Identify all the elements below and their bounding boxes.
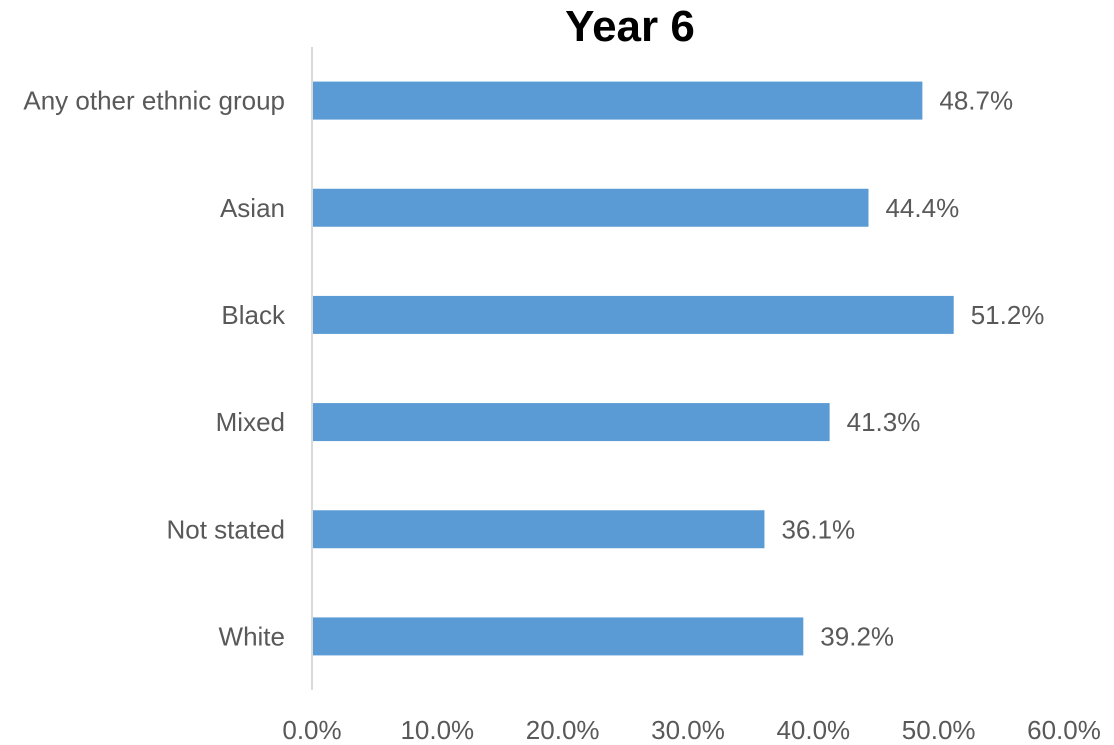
bar <box>313 403 830 442</box>
bar <box>313 295 954 334</box>
category-label: White <box>219 621 285 651</box>
data-label: 36.1% <box>781 514 855 544</box>
x-tick-label: 40.0% <box>776 715 850 745</box>
x-tick-label: 50.0% <box>902 715 976 745</box>
data-label: 39.2% <box>820 621 894 651</box>
bar <box>313 188 869 227</box>
data-label: 41.3% <box>847 407 921 437</box>
x-tick-label: 0.0% <box>282 715 341 745</box>
category-label: Black <box>221 300 286 330</box>
x-tick-label: 20.0% <box>526 715 600 745</box>
x-tick-label: 10.0% <box>400 715 474 745</box>
x-tick-label: 60.0% <box>1027 715 1101 745</box>
data-label: 48.7% <box>939 86 1013 116</box>
category-label: Mixed <box>216 407 285 437</box>
bar <box>313 81 923 120</box>
x-tick-label: 30.0% <box>651 715 725 745</box>
category-label: Any other ethnic group <box>23 86 285 116</box>
category-label: Asian <box>220 193 285 223</box>
data-label: 51.2% <box>971 300 1045 330</box>
category-label: Not stated <box>166 514 285 544</box>
bar <box>313 510 765 549</box>
chart-title: Year 6 <box>565 2 695 51</box>
data-label: 44.4% <box>885 193 959 223</box>
bar <box>313 617 804 656</box>
